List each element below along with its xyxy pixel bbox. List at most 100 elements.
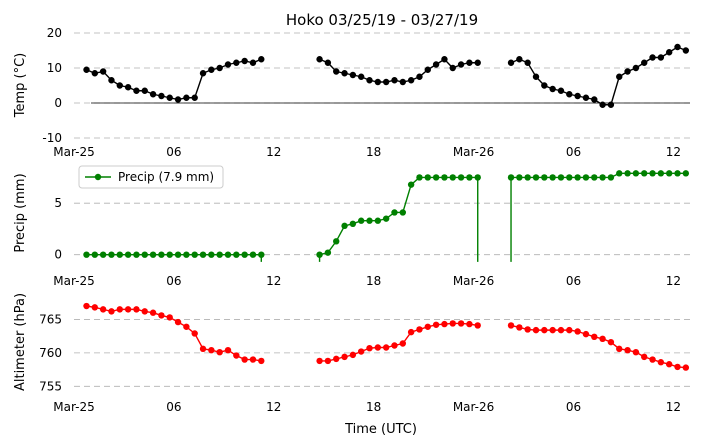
- data-point: [158, 251, 165, 258]
- series-line: [510, 172, 686, 262]
- data-point: [249, 251, 257, 258]
- data-point: [566, 174, 573, 181]
- y-tick-label: 10: [47, 61, 62, 75]
- data-point: [582, 174, 590, 181]
- data-point: [407, 328, 415, 336]
- data-point: [349, 220, 357, 227]
- data-point: [449, 174, 456, 181]
- data-point: [557, 87, 565, 94]
- data-point: [607, 174, 615, 181]
- y-tick-label: 760: [39, 346, 62, 360]
- data-point: [624, 170, 631, 177]
- data-point: [91, 70, 99, 77]
- y-tick-label: 20: [47, 26, 62, 40]
- x-tick-label: 06: [166, 400, 181, 414]
- legend: Precip (7.9 mm): [78, 165, 224, 189]
- data-point: [599, 335, 606, 343]
- data-point: [449, 64, 456, 72]
- data-point: [241, 356, 248, 363]
- data-point: [133, 87, 140, 94]
- data-point: [333, 68, 340, 75]
- data-point: [616, 170, 623, 177]
- data-point: [199, 345, 207, 353]
- data-point: [641, 170, 648, 177]
- data-point: [374, 344, 382, 351]
- x-tick-label: 12: [666, 274, 681, 288]
- data-point: [649, 170, 656, 177]
- data-point: [507, 174, 515, 181]
- data-point: [457, 61, 465, 68]
- data-point: [649, 54, 656, 61]
- series-line: [510, 324, 686, 369]
- data-point: [432, 174, 440, 181]
- altimeter-panel: 755 760 765 Altimeter (hPa) Mar-25 06 12 18 Mar-…: [13, 293, 690, 414]
- data-point: [432, 321, 440, 328]
- data-point: [141, 251, 148, 258]
- data-point: [541, 174, 548, 181]
- data-point: [183, 94, 190, 101]
- data-point: [216, 251, 223, 258]
- y-tick-label: 765: [39, 312, 62, 326]
- data-point: [432, 61, 440, 68]
- chart-title: Hoko 03/25/19 - 03/27/19: [286, 11, 478, 29]
- data-point: [333, 238, 340, 245]
- data-point: [183, 323, 190, 330]
- x-tick-label: 18: [366, 400, 381, 414]
- data-point: [374, 217, 382, 224]
- data-point: [541, 82, 548, 89]
- data-point: [416, 73, 423, 80]
- data-point: [516, 174, 523, 181]
- data-point: [649, 356, 656, 363]
- data-point: [341, 70, 348, 77]
- data-point: [424, 174, 431, 181]
- data-point: [133, 306, 140, 313]
- data-point: [574, 174, 581, 181]
- y-axis-label: Temp (°C): [13, 53, 28, 119]
- data-point: [349, 71, 357, 79]
- data-point: [382, 78, 390, 86]
- data-point: [632, 348, 640, 356]
- data-point: [582, 330, 590, 338]
- data-point: [416, 326, 423, 333]
- x-tick-label: 06: [566, 400, 581, 414]
- data-point: [624, 346, 631, 354]
- data-point: [116, 306, 123, 313]
- data-point: [174, 96, 182, 103]
- data-point: [657, 54, 665, 61]
- data-point: [149, 91, 157, 98]
- data-point: [324, 59, 332, 66]
- data-point: [624, 68, 631, 75]
- y-axis-label: Altimeter (hPa): [13, 293, 28, 391]
- data-point: [382, 215, 390, 222]
- data-point: [549, 174, 556, 181]
- data-point: [316, 56, 323, 63]
- data-point: [532, 326, 540, 334]
- data-point: [582, 94, 590, 101]
- data-point: [108, 308, 115, 315]
- data-point: [83, 66, 90, 73]
- data-point: [574, 328, 581, 335]
- x-tick-label: 12: [266, 145, 281, 159]
- data-point: [391, 209, 398, 216]
- y-tick-label: 0: [54, 248, 62, 262]
- data-point: [208, 346, 215, 354]
- data-point: [557, 326, 565, 334]
- data-point: [158, 312, 165, 319]
- data-point: [249, 356, 257, 363]
- x-tick-label: 12: [266, 274, 281, 288]
- data-point: [99, 68, 107, 75]
- data-point: [399, 78, 407, 86]
- x-tick-label: Mar-26: [453, 274, 494, 288]
- data-point: [233, 352, 240, 359]
- data-point: [233, 59, 240, 66]
- data-point: [616, 73, 623, 80]
- data-point: [457, 174, 465, 181]
- data-point: [549, 326, 556, 334]
- data-point: [191, 251, 198, 258]
- data-point: [466, 59, 473, 66]
- data-point: [108, 251, 115, 258]
- data-point: [149, 309, 157, 316]
- data-point: [674, 170, 681, 177]
- data-point: [682, 170, 690, 177]
